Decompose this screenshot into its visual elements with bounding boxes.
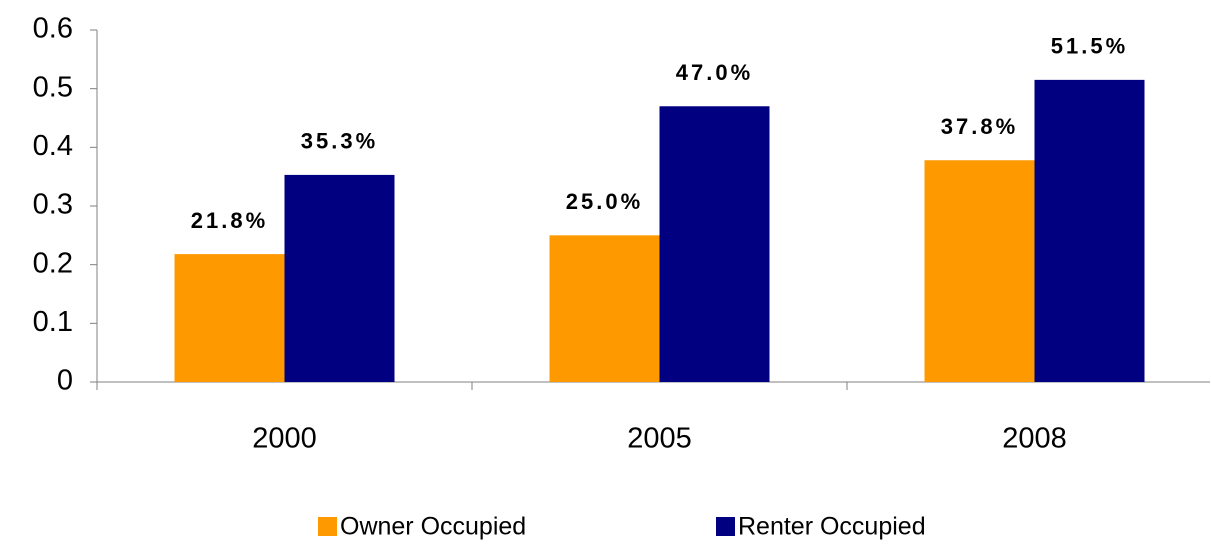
x-tick-label: 2008 <box>1002 423 1067 455</box>
bar <box>549 235 660 382</box>
value-label: 37.8% <box>941 114 1018 139</box>
legend-swatch <box>318 517 337 536</box>
y-tick-label: 0.2 <box>33 247 73 279</box>
bar <box>174 254 285 382</box>
value-label: 21.8% <box>191 208 268 233</box>
value-label: 25.0% <box>566 189 643 214</box>
value-label: 35.3% <box>301 129 378 154</box>
x-tick-label: 2005 <box>627 423 692 455</box>
y-tick-label: 0.6 <box>33 13 73 45</box>
bar <box>659 106 770 383</box>
legend-label: Owner Occupied <box>340 513 526 541</box>
value-label: 47.0% <box>676 60 753 85</box>
y-tick-label: 0.4 <box>33 130 73 162</box>
bar <box>284 174 395 382</box>
y-tick-label: 0.5 <box>33 71 73 103</box>
bar <box>1034 79 1145 382</box>
legend-swatch <box>716 517 735 536</box>
value-label: 51.5% <box>1051 34 1128 59</box>
legend-label: Renter Occupied <box>738 513 926 541</box>
x-tick-label: 2000 <box>252 423 317 455</box>
y-tick-label: 0.1 <box>33 306 73 338</box>
y-tick-label: 0 <box>57 365 73 397</box>
bar <box>924 160 1035 382</box>
y-tick-label: 0.3 <box>33 189 73 221</box>
